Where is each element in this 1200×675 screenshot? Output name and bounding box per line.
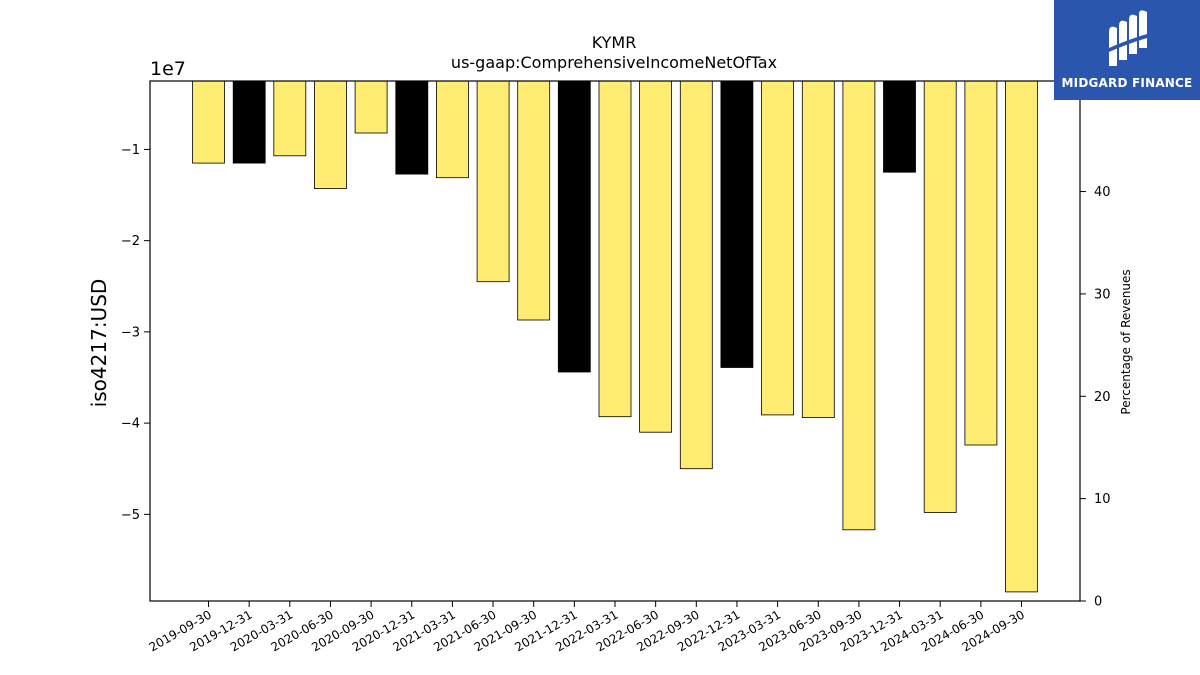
y-offset-text: 1e7 [150,58,186,80]
y-tick-label: −4 [121,417,140,432]
bar-2021-12-31 [557,80,591,373]
y2-tick-label: 40 [1094,185,1111,200]
bar-2024-09-30 [1005,80,1038,593]
y-tick-label: −3 [121,325,140,340]
y-tick-label: −1 [121,143,140,158]
bar-2021-06-30 [476,80,510,283]
y2-tick-label: 0 [1094,595,1102,610]
y2-tick-label: 10 [1094,492,1111,507]
bar-2021-09-30 [517,80,551,321]
y2-axis-label: Percentage of Revenues [1119,269,1133,414]
y2-tick-label: 20 [1094,390,1111,405]
bar-2023-12-31 [883,80,916,173]
bar-2020-09-30 [354,80,388,134]
logo-text: MIDGARD FINANCE [1061,76,1193,90]
y2-tick-label: 30 [1094,287,1111,302]
bar-2022-09-30 [679,80,713,470]
bar-2020-03-31 [273,80,307,157]
y-axis-label: iso4217:USD [87,279,111,408]
bar-2019-12-31 [232,80,266,164]
y-axis-ticks: −1 −2 −3 −4 −5 [121,143,150,523]
bar-2019-09-30 [192,80,225,164]
chart-title: KYMR [592,33,637,52]
bar-2021-03-31 [435,80,469,179]
bar-2023-06-30 [801,80,835,419]
bar-2023-09-30 [842,80,876,531]
brand-logo: MIDGARD FINANCE [1054,0,1200,100]
y-tick-label: −2 [121,234,140,249]
bar-2020-12-31 [395,80,429,175]
y-tick-label: −5 [121,508,140,523]
bar-2024-03-31 [923,80,957,513]
plot-frame [149,80,1081,602]
logo-mark-icon [1109,10,1147,67]
bar-2022-06-30 [639,80,672,433]
bar-2022-03-31 [598,80,632,418]
bar-2022-12-31 [720,80,754,368]
bar-2024-06-30 [964,80,998,446]
bars-layer [192,80,1038,593]
bar-2023-03-31 [761,80,794,416]
chart-subtitle: us-gaap:ComprehensiveIncomeNetOfTax [451,53,777,72]
x-axis-ticks: 2019-09-302019-12-312020-03-312020-06-30… [147,601,1027,654]
y2-axis-ticks: 0 10 20 30 40 [1080,185,1111,610]
bar-2020-06-30 [313,80,347,189]
